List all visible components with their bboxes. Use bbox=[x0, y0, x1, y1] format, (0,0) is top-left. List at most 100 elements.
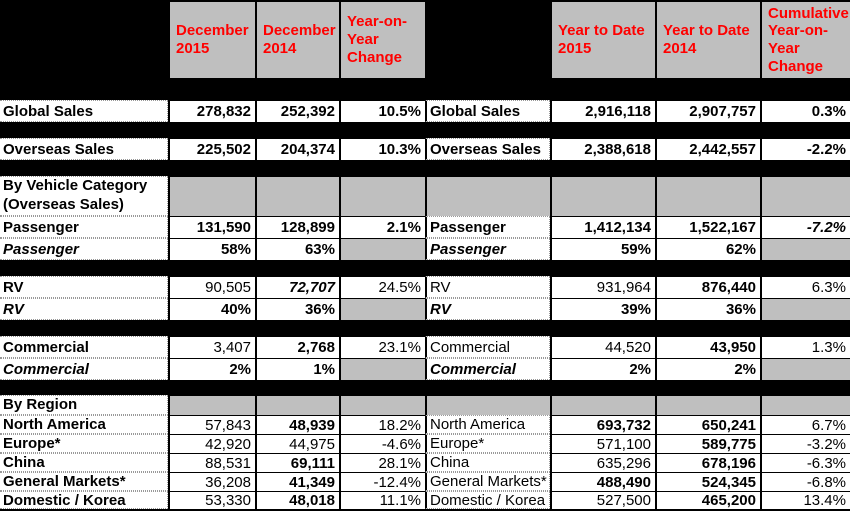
value-cell: 6.3% bbox=[760, 276, 850, 298]
row-china: China 88,531 69,111 28.1% China 635,296 678,19… bbox=[0, 453, 850, 472]
blank-cell bbox=[339, 238, 425, 260]
row-passenger: Passenger 131,590 128,899 2.1% Passenger 1,41… bbox=[0, 216, 850, 238]
row-label-cell: Passenger bbox=[0, 238, 168, 260]
value-cell: 1% bbox=[255, 358, 339, 380]
header-spacer-cell bbox=[425, 2, 550, 78]
header-row: December 2015 December 2014 Year-on-Year C… bbox=[0, 2, 850, 78]
spacer-row bbox=[0, 160, 850, 176]
row-label-cell: Commercial bbox=[425, 358, 550, 380]
row-rv-share: RV 40% 36% RV 39% 36% bbox=[0, 298, 850, 320]
value-cell: 2% bbox=[655, 358, 760, 380]
section-header-row-by-vehicle-category: By Vehicle Category (Overseas Sales) bbox=[0, 176, 850, 216]
empty-cell bbox=[425, 395, 550, 415]
section-title-cell: By Region bbox=[0, 395, 168, 415]
row-passenger-share: Passenger 58% 63% Passenger 59% 62% bbox=[0, 238, 850, 260]
row-label-cell: RV bbox=[0, 298, 168, 320]
value-cell: 36,208 bbox=[168, 472, 255, 491]
value-cell: 88,531 bbox=[168, 453, 255, 472]
value-cell: 36% bbox=[655, 298, 760, 320]
empty-cell bbox=[550, 395, 655, 415]
row-general-markets: General Markets* 36,208 41,349 -12.4% Genera… bbox=[0, 472, 850, 491]
value-cell: 40% bbox=[168, 298, 255, 320]
row-overseas-sales: Overseas Sales 225,502 204,374 10.3% Oversea… bbox=[0, 138, 850, 160]
empty-cell bbox=[339, 176, 425, 216]
empty-cell bbox=[655, 395, 760, 415]
value-cell: 0.3% bbox=[760, 100, 850, 122]
blank-cell bbox=[760, 358, 850, 380]
row-label-cell: Overseas Sales bbox=[0, 138, 168, 160]
value-cell: 252,392 bbox=[255, 100, 339, 122]
value-cell: 44,975 bbox=[255, 434, 339, 453]
value-cell: -6.3% bbox=[760, 453, 850, 472]
blank-cell bbox=[760, 238, 850, 260]
blank-cell bbox=[339, 358, 425, 380]
column-header-cell: Year to Date 2014 bbox=[655, 2, 760, 78]
value-cell: -7.2% bbox=[760, 216, 850, 238]
value-cell: 876,440 bbox=[655, 276, 760, 298]
row-label-cell: Passenger bbox=[425, 238, 550, 260]
section-header-row-by-region: By Region bbox=[0, 395, 850, 415]
row-label-cell: Global Sales bbox=[425, 100, 550, 122]
value-cell: 2% bbox=[168, 358, 255, 380]
value-cell: 2,768 bbox=[255, 336, 339, 358]
value-cell: 10.3% bbox=[339, 138, 425, 160]
column-header-cell: December 2015 bbox=[168, 2, 255, 78]
value-cell: 18.2% bbox=[339, 415, 425, 434]
empty-cell bbox=[255, 176, 339, 216]
value-cell: 6.7% bbox=[760, 415, 850, 434]
value-cell: 3,407 bbox=[168, 336, 255, 358]
spacer-row bbox=[0, 260, 850, 276]
value-cell: 11.1% bbox=[339, 491, 425, 509]
row-label-cell: North America bbox=[425, 415, 550, 434]
row-global-sales: Global Sales 278,832 252,392 10.5% Global Sa… bbox=[0, 100, 850, 122]
row-label-cell: Domestic / Korea bbox=[425, 491, 550, 509]
row-label-cell: Commercial bbox=[0, 336, 168, 358]
value-cell: 931,964 bbox=[550, 276, 655, 298]
value-cell: 589,775 bbox=[655, 434, 760, 453]
spacer-row bbox=[0, 320, 850, 336]
row-label-cell: Global Sales bbox=[0, 100, 168, 122]
value-cell: 58% bbox=[168, 238, 255, 260]
row-label-cell: Commercial bbox=[0, 358, 168, 380]
value-cell: 53,330 bbox=[168, 491, 255, 509]
row-label-cell: China bbox=[0, 453, 168, 472]
value-cell: 23.1% bbox=[339, 336, 425, 358]
value-cell: 1,412,134 bbox=[550, 216, 655, 238]
value-cell: 488,490 bbox=[550, 472, 655, 491]
row-label-cell: Europe* bbox=[0, 434, 168, 453]
row-label-cell: General Markets* bbox=[0, 472, 168, 491]
empty-cell bbox=[655, 176, 760, 216]
value-cell: 465,200 bbox=[655, 491, 760, 509]
value-cell: 36% bbox=[255, 298, 339, 320]
row-label-cell: Commercial bbox=[425, 336, 550, 358]
row-label-cell: RV bbox=[0, 276, 168, 298]
value-cell: 13.4% bbox=[760, 491, 850, 509]
value-cell: 2% bbox=[550, 358, 655, 380]
section-title-cell: By Vehicle Category (Overseas Sales) bbox=[0, 176, 168, 216]
row-label-cell: RV bbox=[425, 276, 550, 298]
value-cell: 43,950 bbox=[655, 336, 760, 358]
value-cell: 693,732 bbox=[550, 415, 655, 434]
value-cell: 527,500 bbox=[550, 491, 655, 509]
empty-cell bbox=[168, 176, 255, 216]
row-domestic-korea: Domestic / Korea 53,330 48,018 11.1% Domesti… bbox=[0, 491, 850, 509]
spacer-row bbox=[0, 380, 850, 395]
column-header-cell: Cumulative Year-on-Year Change bbox=[760, 2, 850, 78]
row-label-cell: Europe* bbox=[425, 434, 550, 453]
value-cell: 59% bbox=[550, 238, 655, 260]
row-label-cell: Domestic / Korea bbox=[0, 491, 168, 509]
row-commercial: Commercial 3,407 2,768 23.1% Commercial 44,52… bbox=[0, 336, 850, 358]
empty-cell bbox=[760, 395, 850, 415]
value-cell: 10.5% bbox=[339, 100, 425, 122]
blank-cell bbox=[339, 298, 425, 320]
value-cell: -2.2% bbox=[760, 138, 850, 160]
value-cell: 90,505 bbox=[168, 276, 255, 298]
column-header-cell: Year to Date 2015 bbox=[550, 2, 655, 78]
value-cell: 44,520 bbox=[550, 336, 655, 358]
value-cell: 650,241 bbox=[655, 415, 760, 434]
value-cell: -4.6% bbox=[339, 434, 425, 453]
value-cell: 1,522,167 bbox=[655, 216, 760, 238]
value-cell: 48,018 bbox=[255, 491, 339, 509]
value-cell: 2,388,618 bbox=[550, 138, 655, 160]
